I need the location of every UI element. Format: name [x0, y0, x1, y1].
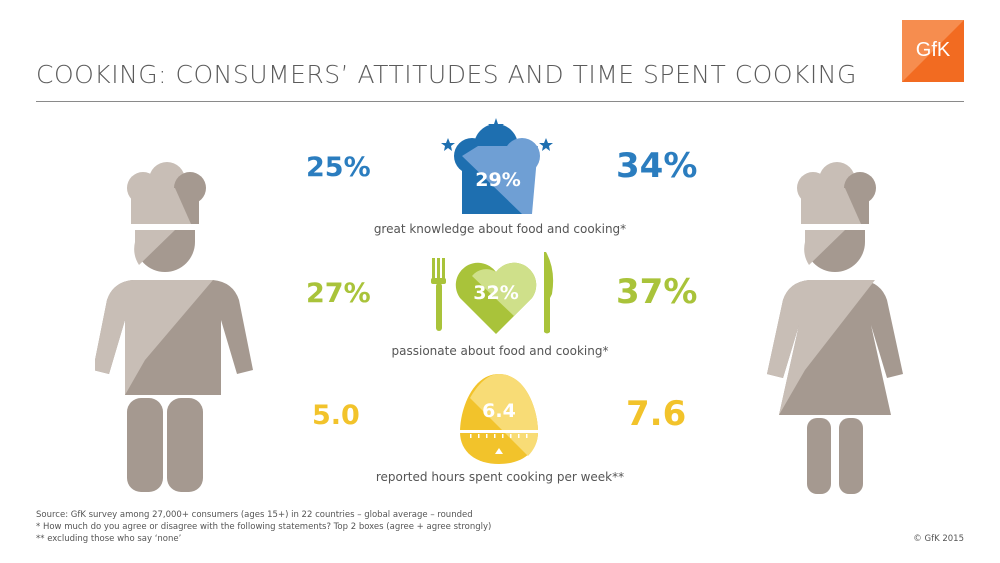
men-knowledge-value: 25% — [306, 152, 371, 183]
egg-timer-icon — [460, 374, 538, 464]
page-title: COOKING: CONSUMERS’ ATTITUDES AND TIME S… — [36, 60, 857, 89]
female-chef-icon — [767, 162, 903, 494]
source-note: Source: GfK survey among 27,000+ consume… — [36, 510, 473, 520]
women-hours-value: 7.6 — [626, 394, 687, 434]
title-divider — [36, 101, 964, 102]
chef-hat-icon — [441, 118, 553, 214]
logo-text: GfK — [915, 39, 951, 61]
footnote-1: * How much do you agree or disagree with… — [36, 522, 492, 532]
men-passion-value: 27% — [306, 278, 371, 309]
average-knowledge-value: 29% — [475, 169, 521, 191]
footnote-2: ** excluding those who say ‘none’ — [36, 534, 182, 544]
male-chef-icon — [95, 162, 253, 492]
gfk-logo: GfK — [902, 20, 964, 82]
passion-caption: passionate about food and cooking* — [391, 344, 609, 358]
heart-fork-knife-icon — [431, 252, 554, 334]
men-hours-value: 5.0 — [312, 400, 360, 431]
women-passion-value: 37% — [616, 272, 698, 312]
knowledge-caption: great knowledge about food and cooking* — [373, 222, 627, 236]
average-passion-value: 32% — [473, 282, 519, 304]
average-hours-value: 6.4 — [482, 400, 516, 422]
women-knowledge-value: 34% — [616, 146, 698, 186]
copyright: © GfK 2015 — [913, 534, 964, 544]
hours-caption: reported hours spent cooking per week** — [375, 470, 625, 484]
